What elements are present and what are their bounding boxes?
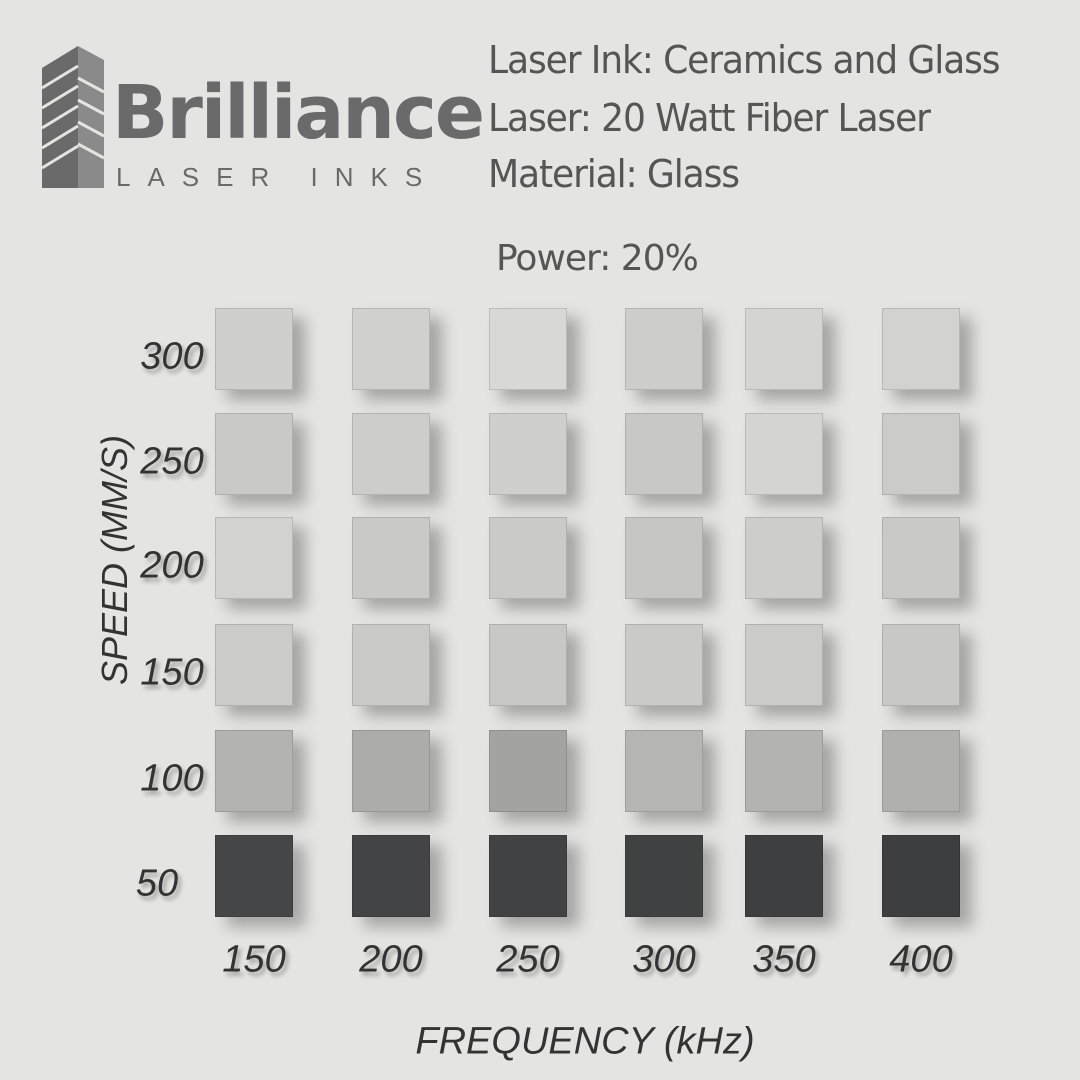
test-cell [625, 517, 703, 599]
test-cell [625, 835, 703, 917]
test-cell [215, 624, 293, 706]
test-cell [215, 835, 293, 917]
test-cell [352, 308, 430, 390]
test-cell [882, 413, 960, 495]
test-cell [215, 413, 293, 495]
x-tick-label: 400 [889, 938, 953, 981]
test-cell [352, 517, 430, 599]
test-cell [625, 624, 703, 706]
y-tick-label: 150 [140, 651, 204, 694]
test-cell [745, 308, 823, 390]
test-cell [625, 730, 703, 812]
test-cell [745, 835, 823, 917]
ink-info: Laser Ink: Ceramics and Glass [488, 38, 1001, 82]
power-info: Power: 20% [496, 238, 699, 279]
test-cell [882, 308, 960, 390]
test-cell [215, 730, 293, 812]
test-cell [882, 730, 960, 812]
test-cell [352, 835, 430, 917]
brand-tagline: LASER INKS [116, 162, 440, 192]
test-cell [352, 413, 430, 495]
x-tick-label: 150 [222, 938, 286, 981]
y-tick-label: 100 [140, 757, 204, 800]
test-cell [215, 517, 293, 599]
test-cell [489, 730, 567, 812]
brand-name: Brilliance [112, 70, 485, 156]
y-tick-label: 250 [140, 440, 204, 483]
test-cell [745, 624, 823, 706]
x-tick-label: 250 [496, 938, 560, 981]
test-cell [489, 835, 567, 917]
x-tick-label: 350 [752, 938, 816, 981]
x-tick-label: 200 [359, 938, 423, 981]
test-cell [215, 308, 293, 390]
y-tick-label: 200 [140, 544, 204, 587]
test-cell [745, 730, 823, 812]
test-cell [489, 517, 567, 599]
test-cell [489, 308, 567, 390]
test-cell [882, 517, 960, 599]
test-cell [352, 624, 430, 706]
test-cell [489, 413, 567, 495]
test-cell [625, 308, 703, 390]
y-tick-label: 50 [135, 862, 179, 905]
test-cell [745, 413, 823, 495]
x-tick-label: 300 [632, 938, 696, 981]
y-tick-label: 300 [140, 335, 204, 378]
test-cell [625, 413, 703, 495]
test-cell [882, 624, 960, 706]
laser-info: Laser: 20 Watt Fiber Laser [488, 96, 931, 140]
test-cell [745, 517, 823, 599]
brilliance-logo-icon [41, 46, 105, 188]
test-cell [489, 624, 567, 706]
x-axis-label: FREQUENCY (kHz) [415, 1020, 755, 1063]
y-axis-label: SPEED (MM/S) [94, 434, 135, 686]
material-info: Material: Glass [488, 152, 740, 196]
test-cell [352, 730, 430, 812]
test-cell [882, 835, 960, 917]
